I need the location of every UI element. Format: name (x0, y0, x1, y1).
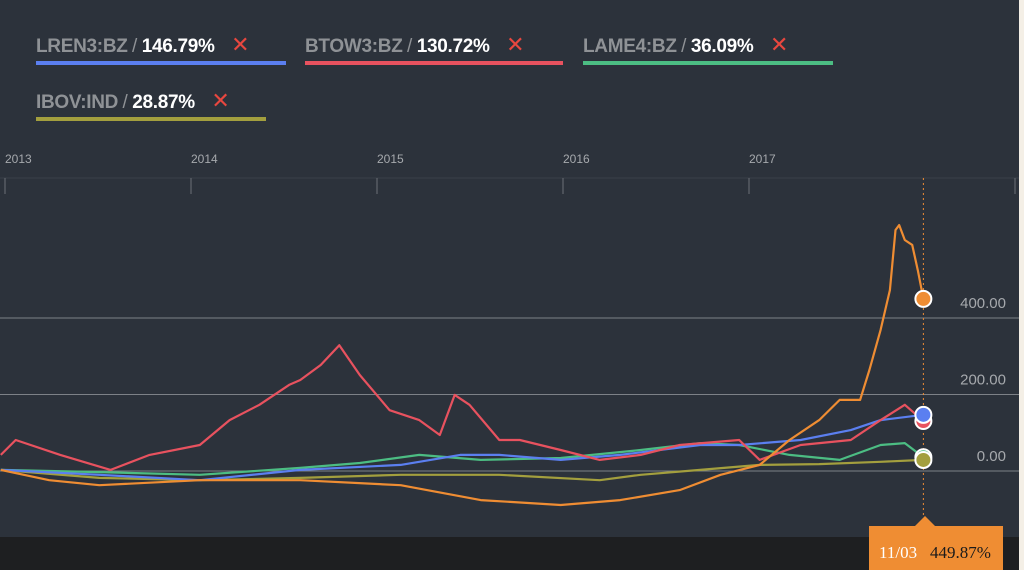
legend-color-bar (583, 61, 833, 65)
x-tick-label: 2014 (191, 152, 218, 166)
x-tick-label: 2013 (5, 152, 32, 166)
x-tick-label: 2017 (749, 152, 776, 166)
navigator-band[interactable] (0, 537, 1020, 570)
legend-item-lren3[interactable]: LREN3:BZ / 146.79% ✕ (36, 32, 286, 66)
legend-separator: / (406, 36, 413, 57)
legend-separator: / (132, 36, 138, 57)
tooltip-date: 11/03 (879, 543, 918, 562)
legend-item-lame4[interactable]: LAME4:BZ / 36.09% ✕ (583, 32, 833, 66)
x-tick-label: 2016 (563, 152, 590, 166)
remove-series-icon[interactable]: ✕ (211, 88, 230, 113)
remove-series-icon[interactable]: ✕ (231, 32, 250, 57)
legend-item-ibov[interactable]: IBOV:IND / 28.87% ✕ (36, 88, 266, 122)
legend-value: 28.87% (132, 92, 195, 113)
series-line-lame4-bz (0, 442, 925, 476)
legend-ticker: IBOV:IND (36, 92, 119, 113)
legend-separator: / (122, 92, 128, 113)
legend-ticker: LREN3:BZ (36, 36, 128, 57)
legend-value: 130.72% (416, 36, 490, 57)
legend-value: 36.09% (690, 36, 754, 57)
legend-separator: / (681, 36, 687, 57)
hover-marker-main (914, 289, 933, 308)
tooltip-value: 449.87% (930, 543, 991, 562)
hover-marker-lren3-bz (914, 405, 933, 424)
y-tick-label: 200.00 (960, 372, 1006, 389)
legend-value: 146.79% (141, 36, 215, 57)
remove-series-icon[interactable]: ✕ (769, 32, 789, 57)
series-line-lren3-bz (0, 413, 924, 482)
y-tick-label: 400.00 (960, 295, 1006, 312)
legend-color-bar (305, 61, 563, 65)
remove-series-icon[interactable]: ✕ (506, 32, 525, 57)
frame-border (1019, 0, 1024, 570)
legend-ticker: BTOW3:BZ (305, 36, 403, 57)
hover-marker-ibov-ind (914, 450, 933, 469)
legend-color-bar (36, 117, 266, 121)
legend-ticker: LAME4:BZ (583, 36, 677, 57)
hover-tooltip: 11/03 449.87% (869, 516, 1003, 570)
series-line-main (0, 224, 925, 507)
series-line-btow3-bz (0, 344, 925, 471)
legend-item-btow3[interactable]: BTOW3:BZ / 130.72% ✕ (305, 32, 563, 66)
x-tick-label: 2015 (377, 152, 404, 166)
legend-color-bar (36, 61, 286, 65)
y-tick-label: 0.00 (977, 448, 1006, 465)
